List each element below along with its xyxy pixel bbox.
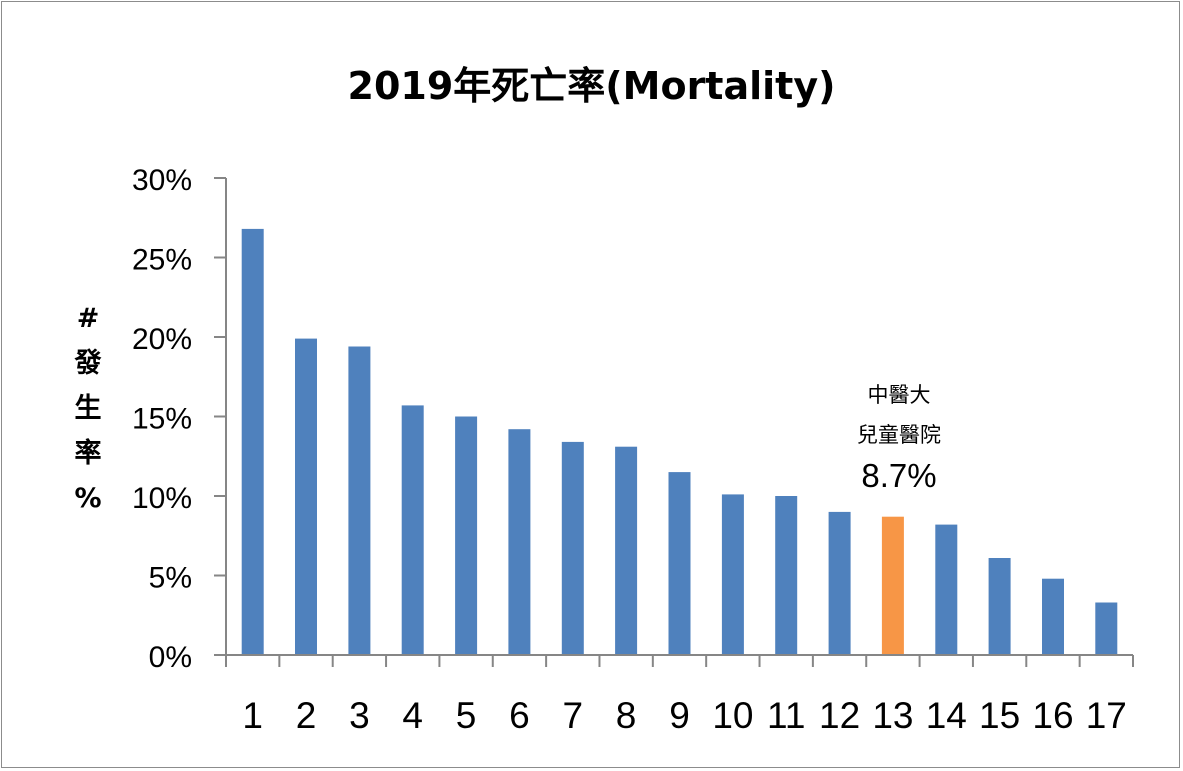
x-tick-label: 1 [242,695,263,736]
y-tick-label: 30% [132,164,192,197]
x-tick-label: 4 [402,695,423,736]
tick-labels-group: 0%5%10%15%20%25%30%1 2 3 4 5 6 7 8 9 10 11 12 13 14 15… [132,164,1127,736]
annotation-line-2: 兒童醫院 [857,424,941,447]
bar [721,494,744,655]
annotation-value: 8.7% [861,457,937,494]
y-axis-label-line: % [74,483,102,514]
x-tick-label: 10 [712,695,753,736]
y-axis-label-line: # [76,303,100,334]
x-tick-label: 2 [296,695,317,736]
bar-highlight [881,516,904,655]
x-tick-label: 6 [509,695,530,736]
y-tick-label: 25% [132,244,192,277]
axes-group [214,177,1134,667]
x-tick-label: 11 [767,695,805,736]
y-axis-label-line: 發 [74,348,102,379]
x-tick-label: 8 [616,695,637,736]
x-tick-label: 14 [926,695,967,736]
bar [401,405,424,655]
annotation-line-1: 中醫大 [867,384,931,407]
x-tick-label: 7 [563,695,584,736]
bar [455,416,478,655]
y-tick-label: 20% [132,323,192,356]
x-tick-label: 13 [872,695,913,736]
x-tick-label: 17 [1086,695,1127,736]
bar [988,558,1011,655]
x-tick-label: 9 [669,695,690,736]
y-axis-label-line: 率 [74,438,102,469]
y-tick-label: 5% [149,562,192,595]
bar [295,338,317,655]
bar [348,346,371,655]
bar [561,441,584,655]
bar [935,524,958,655]
chart-title: 2019年死亡率(Mortality) [347,64,836,108]
x-tick-label: 5 [456,695,477,736]
y-tick-label: 10% [132,482,192,515]
y-tick-label: 0% [149,641,192,674]
y-axis-label-line: 生 [74,393,102,424]
bar [668,472,691,655]
bar [1095,602,1118,655]
y-axis-label: # 發 生 率 % [64,296,112,521]
x-tick-label: 16 [1032,695,1073,736]
bar [241,228,264,655]
bars-group [241,228,1118,655]
y-tick-label: 15% [132,403,192,436]
bar [1042,578,1064,655]
x-tick-label: 15 [979,695,1020,736]
highlight-annotation: 中醫大 兒童醫院 8.7% [852,380,946,496]
x-tick-label: 3 [349,695,370,736]
bar [775,496,798,655]
bar [508,429,531,655]
bar [615,446,638,655]
bar [828,511,851,655]
x-tick-label: 12 [819,695,860,736]
